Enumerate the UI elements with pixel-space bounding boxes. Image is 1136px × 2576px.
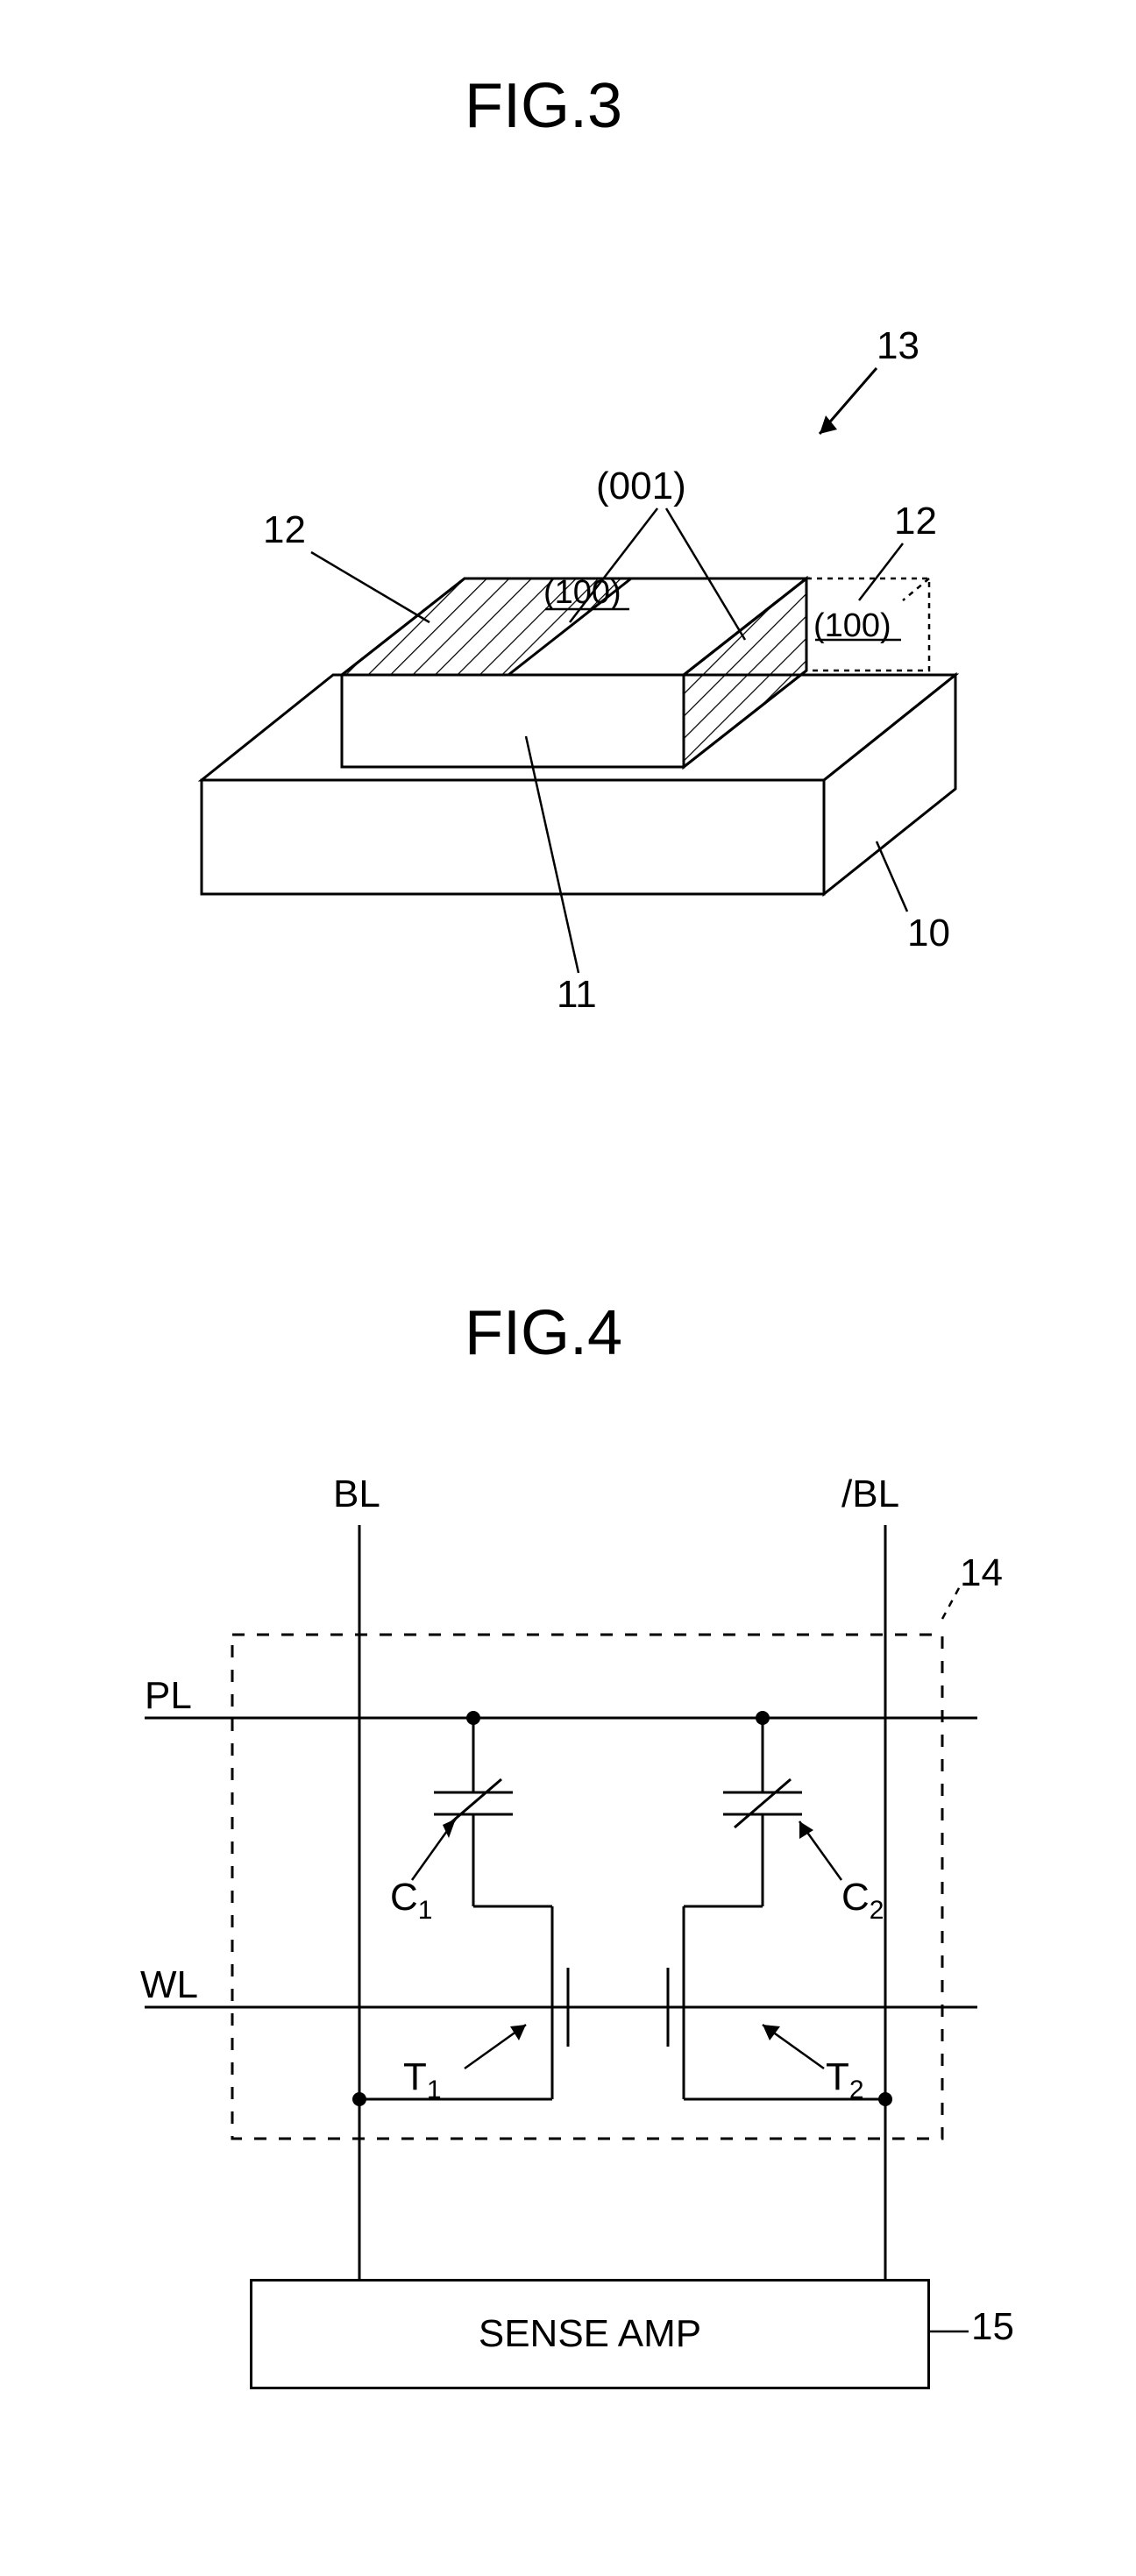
transistor-t1 — [359, 1906, 614, 2099]
fig4-label-blbar: /BL — [841, 1473, 899, 1516]
fig4-label-pl: PL — [145, 1674, 192, 1718]
fig4-label-c1: C1 — [390, 1876, 432, 1926]
fig4-label-t1: T1 — [403, 2055, 442, 2105]
cap-c2 — [723, 1718, 802, 1906]
fig4-label-wl: WL — [140, 1963, 198, 2007]
fig4-ref-15: 15 — [971, 2305, 1014, 2349]
fig4-label-c2: C2 — [841, 1876, 884, 1926]
fig4-label-bl: BL — [333, 1473, 380, 1516]
page: FIG.3 — [0, 0, 1136, 2576]
sense-amp-box: SENSE AMP — [250, 2279, 930, 2389]
fig4-svg — [0, 0, 1136, 2576]
cap-c1 — [434, 1718, 513, 1906]
fig4-label-t2: T2 — [826, 2055, 864, 2105]
fig4-ref-14: 14 — [960, 1551, 1003, 1595]
